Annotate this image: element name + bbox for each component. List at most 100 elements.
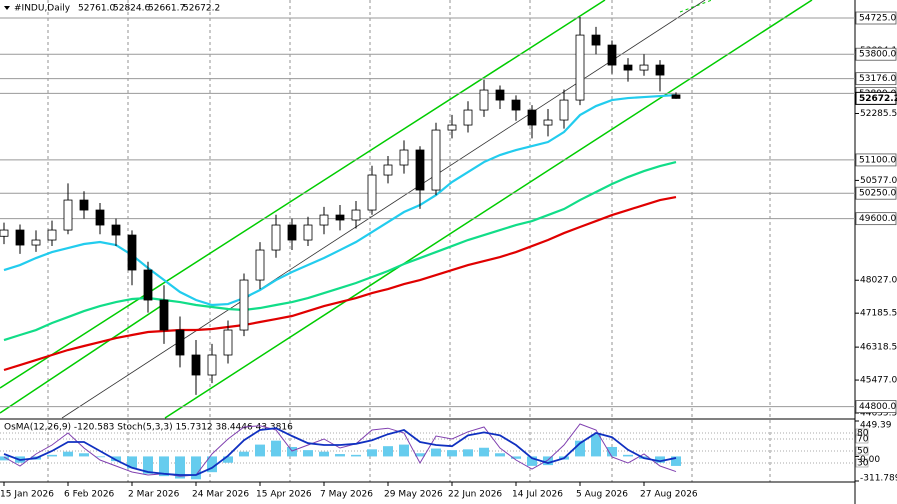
osma-bar (511, 456, 521, 459)
y-tick-label: 449.39 (860, 421, 892, 431)
osma-bar (159, 456, 169, 477)
y-tick-label: 52285.5 (860, 109, 897, 119)
candle-body (591, 34, 601, 46)
header-high: 52824.6 (113, 4, 150, 14)
osma-bar (239, 451, 249, 457)
x-tick-label: 27 Aug 2026 (640, 490, 698, 500)
candle-body (0, 229, 9, 237)
candle-body (47, 229, 57, 241)
candle-body (111, 224, 121, 236)
y2-tick-label: 80 (857, 429, 869, 439)
stochastic-line (3, 423, 677, 477)
osma-bar (63, 451, 73, 457)
y-tick-label: 44635.5 (860, 409, 897, 419)
channel-upper (0, 0, 606, 389)
moving-average (3, 160, 677, 342)
y2-label-box (855, 434, 869, 444)
header-open: 52761.0 (78, 4, 115, 14)
candle-body (607, 44, 617, 66)
current-price-label: 52672.2 (859, 94, 897, 104)
osma-bar (207, 456, 217, 473)
candle-body (351, 209, 361, 221)
candle-body (543, 119, 553, 126)
y2-tick-label: 30 (857, 459, 869, 469)
candle-body (495, 89, 505, 101)
candle-body (95, 209, 105, 226)
menu-arrow[interactable] (4, 6, 10, 10)
candle-body (431, 129, 441, 191)
level-label-box (855, 47, 897, 61)
osma-bar (495, 453, 505, 457)
candle-body (671, 94, 681, 99)
osma-bar (351, 454, 361, 457)
candle-body (239, 279, 249, 331)
osma-bar (607, 446, 617, 457)
candle-body (15, 229, 25, 246)
osma-bar (223, 456, 233, 463)
osma-bar (479, 447, 489, 457)
osma-bar (319, 451, 329, 457)
candle-body (559, 99, 569, 121)
candle-body (655, 64, 665, 76)
osma-bar (175, 456, 185, 479)
candle-body (63, 199, 73, 231)
osma-bar (303, 450, 313, 457)
channel-lower (164, 0, 813, 419)
osma-bar (383, 446, 393, 457)
candle-body (223, 329, 233, 356)
current-price-box (855, 91, 897, 105)
x-tick-label: 5 Aug 2026 (576, 490, 628, 500)
stochastic-line (3, 427, 677, 476)
candle-body (271, 224, 281, 251)
osma-bar (543, 456, 553, 466)
y2-tick-label: 50 (857, 447, 869, 457)
x-tick-label: 22 Jun 2026 (448, 490, 502, 500)
level-label: 53800.0 (859, 50, 896, 60)
osma-bar (367, 449, 377, 457)
y2-tick-label: 70 (857, 435, 869, 445)
candle-body (31, 239, 41, 246)
osma-bar (111, 456, 121, 462)
candle-body (127, 234, 137, 271)
osma-bar (623, 454, 633, 457)
candle-body (175, 329, 185, 356)
osma-bar (591, 434, 601, 457)
moving-average (3, 195, 677, 372)
candle-body (319, 214, 329, 226)
osma-bar (127, 456, 137, 469)
candle-body (623, 64, 633, 71)
candle-body (207, 354, 217, 376)
candle-body (383, 164, 393, 176)
y-tick-label: 46318.5 (860, 343, 897, 353)
osma-bar (527, 456, 537, 466)
osma-bar (0, 456, 9, 461)
y-tick-label: 47185.5 (860, 309, 897, 319)
oscillator-title: OsMA(12,26,9) -120.583 Stoch(5,3,3) 15.7… (4, 423, 293, 433)
level-label: 44800.0 (859, 402, 896, 412)
osma-bar (399, 444, 409, 457)
y-tick-label: -311.789 (860, 474, 897, 484)
osma-bar (255, 444, 265, 457)
level-label-box (855, 186, 897, 200)
level-label: 53176.0 (859, 74, 896, 84)
osma-bar (655, 456, 665, 463)
osma-bar (271, 440, 281, 457)
y2-label-box (855, 446, 869, 456)
osma-bar (47, 454, 57, 457)
osma-bar (335, 454, 345, 457)
x-tick-label: 29 May 2026 (384, 490, 443, 500)
header-low: 52661.7 (148, 4, 185, 14)
candle-body (511, 99, 521, 111)
osma-bar (463, 449, 473, 457)
y-tick-label: 45477.0 (860, 376, 897, 386)
osma-bar (447, 450, 457, 457)
candle-body (639, 64, 649, 71)
x-tick-label: 15 Jan 2026 (0, 490, 54, 500)
y-tick-label: 48027.0 (860, 276, 897, 286)
y-tick-label: 0.00 (860, 455, 880, 465)
candle-body (399, 149, 409, 166)
candle-body (575, 34, 585, 101)
x-tick-label: 7 May 2026 (320, 490, 373, 500)
